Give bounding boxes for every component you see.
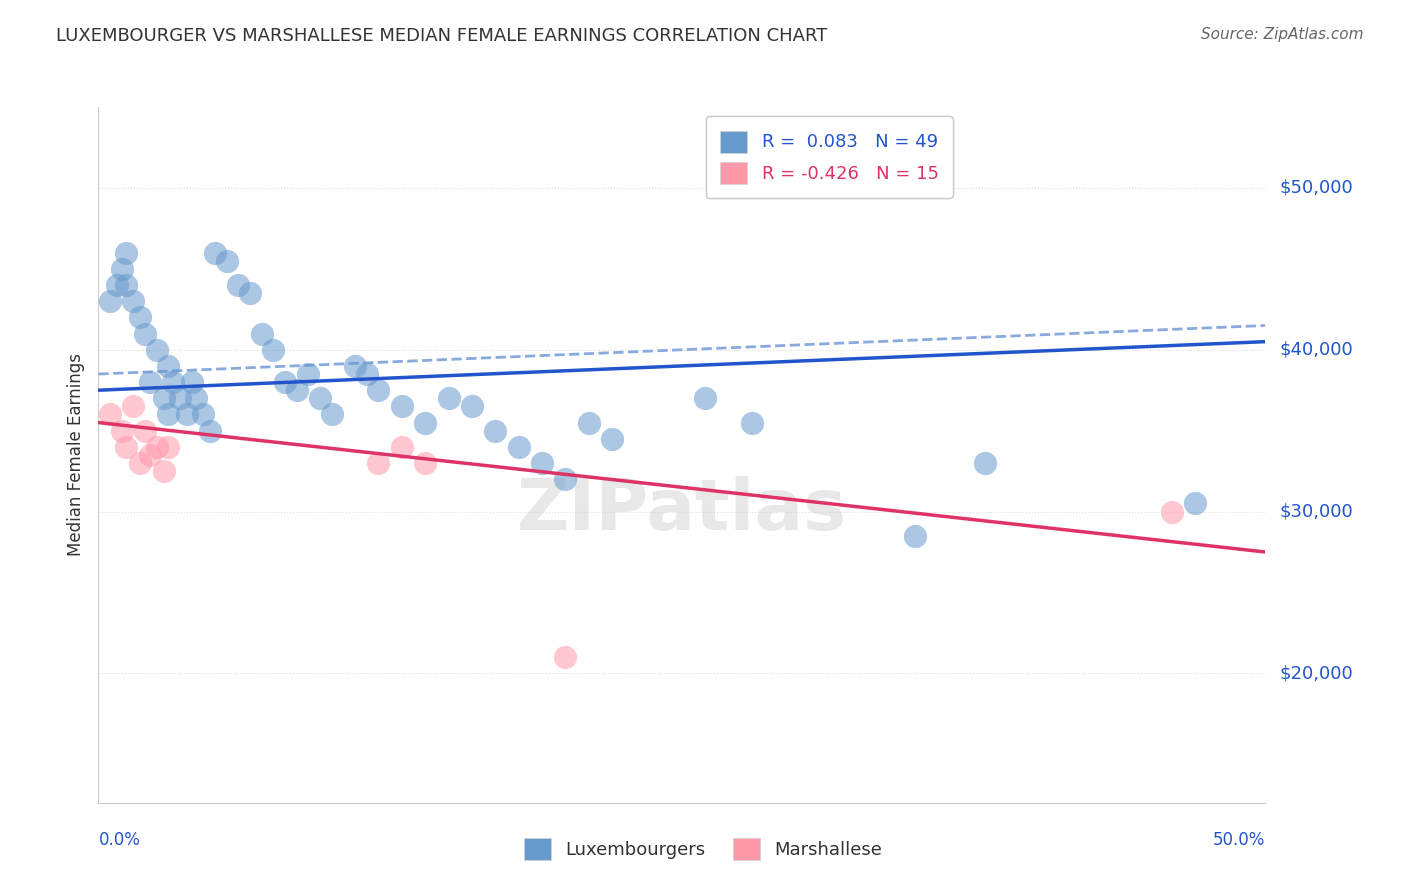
Text: 0.0%: 0.0% [98,830,141,848]
Text: $40,000: $40,000 [1279,341,1353,359]
Text: ZIPatlas: ZIPatlas [517,476,846,545]
Point [578,416,600,430]
Point [115,245,138,260]
Point [554,650,576,665]
Point [139,448,162,462]
Point [413,416,436,430]
Point [129,456,152,470]
Point [115,440,138,454]
Point [157,408,180,422]
Point [367,383,389,397]
Point [152,464,174,478]
Text: Source: ZipAtlas.com: Source: ZipAtlas.com [1201,27,1364,42]
Point [146,343,169,357]
Point [111,424,134,438]
Point [391,440,413,454]
Point [600,432,623,446]
Point [321,408,343,422]
Point [98,408,121,422]
Point [186,392,208,406]
Point [741,416,763,430]
Point [111,261,134,276]
Point [146,440,169,454]
Point [904,529,927,543]
Point [215,253,238,268]
Point [974,456,997,470]
Point [437,392,460,406]
Point [162,375,184,389]
Point [115,278,138,293]
Legend: Luxembourgers, Marshallese: Luxembourgers, Marshallese [509,823,897,874]
Point [122,400,145,414]
Point [554,472,576,486]
Point [367,456,389,470]
Point [204,245,226,260]
Point [391,400,413,414]
Point [139,375,162,389]
Point [157,359,180,373]
Point [129,310,152,325]
Point [250,326,273,341]
Y-axis label: Median Female Earnings: Median Female Earnings [66,353,84,557]
Point [262,343,284,357]
Point [200,424,222,438]
Point [309,392,332,406]
Point [176,408,198,422]
Point [105,278,128,293]
Point [1184,496,1206,510]
Point [530,456,553,470]
Point [169,392,191,406]
Point [228,278,250,293]
Point [285,383,308,397]
Text: $20,000: $20,000 [1279,665,1353,682]
Point [695,392,717,406]
Point [239,286,262,301]
Point [508,440,530,454]
Legend: R =  0.083   N = 49, R = -0.426   N = 15: R = 0.083 N = 49, R = -0.426 N = 15 [706,116,953,198]
Point [484,424,506,438]
Point [356,367,378,381]
Point [193,408,215,422]
Point [344,359,367,373]
Point [180,375,202,389]
Point [134,424,156,438]
Point [413,456,436,470]
Text: $50,000: $50,000 [1279,179,1353,197]
Point [134,326,156,341]
Point [122,294,145,309]
Text: $30,000: $30,000 [1279,502,1353,521]
Text: 50.0%: 50.0% [1213,830,1265,848]
Point [1161,504,1184,518]
Point [461,400,484,414]
Point [157,440,180,454]
Point [297,367,319,381]
Point [152,392,174,406]
Text: LUXEMBOURGER VS MARSHALLESE MEDIAN FEMALE EARNINGS CORRELATION CHART: LUXEMBOURGER VS MARSHALLESE MEDIAN FEMAL… [56,27,828,45]
Point [98,294,121,309]
Point [274,375,297,389]
